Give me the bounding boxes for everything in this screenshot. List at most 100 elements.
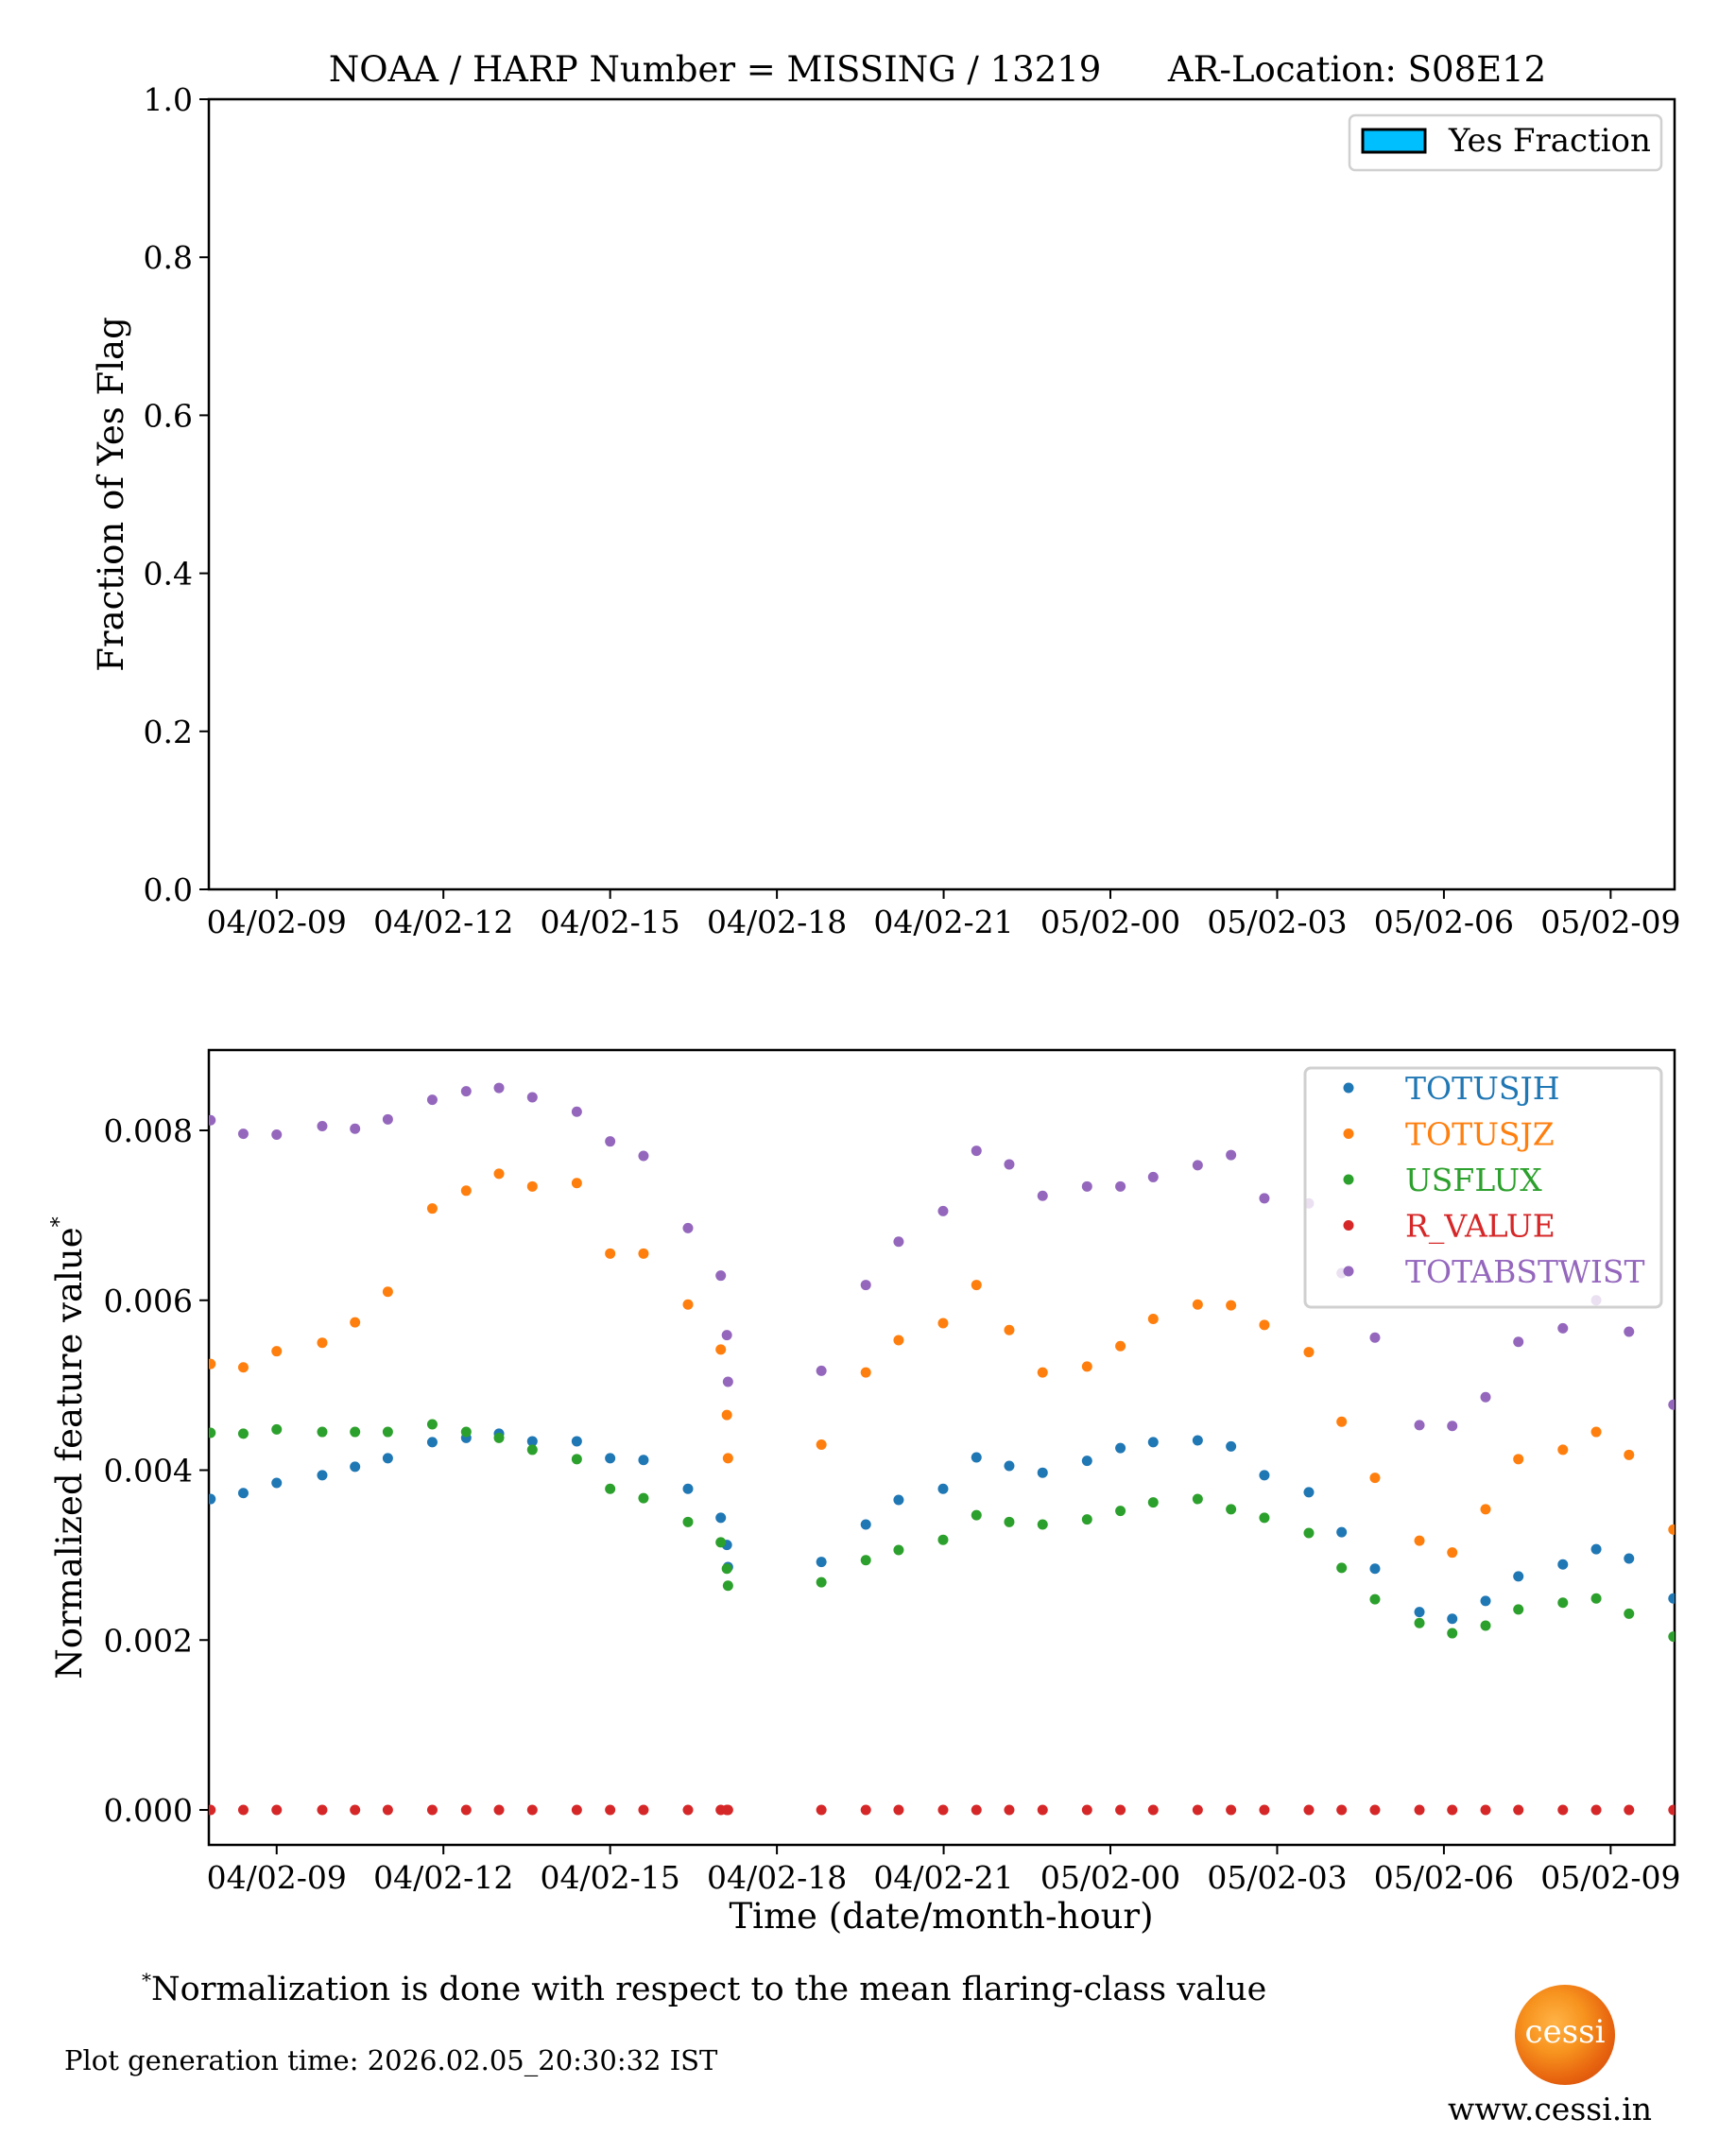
top-x-tick-label: 04/02-09 bbox=[207, 904, 347, 940]
bottom-x-tick-label: 05/02-06 bbox=[1374, 1859, 1514, 1896]
data-point bbox=[638, 1248, 649, 1259]
data-point bbox=[1192, 1160, 1203, 1171]
data-point bbox=[426, 1419, 438, 1430]
top-x-tick-label: 05/02-06 bbox=[1374, 904, 1514, 940]
data-point bbox=[816, 1804, 827, 1816]
data-point bbox=[1303, 1804, 1315, 1816]
data-point bbox=[426, 1094, 438, 1106]
data-point bbox=[722, 1804, 733, 1816]
data-point bbox=[937, 1318, 949, 1329]
data-point bbox=[1480, 1620, 1491, 1631]
data-point bbox=[526, 1436, 538, 1447]
data-point bbox=[1336, 1804, 1348, 1816]
bottom-x-tick-label: 04/02-18 bbox=[707, 1859, 847, 1896]
legend-marker bbox=[1343, 1174, 1354, 1185]
data-point bbox=[893, 1804, 904, 1816]
data-point bbox=[1414, 1535, 1425, 1546]
data-point bbox=[271, 1477, 283, 1489]
data-point bbox=[571, 1106, 582, 1117]
data-point bbox=[722, 1580, 733, 1592]
data-point bbox=[1259, 1193, 1270, 1204]
data-point bbox=[1668, 1399, 1675, 1410]
data-point bbox=[426, 1437, 438, 1448]
data-point bbox=[1226, 1504, 1237, 1515]
data-point bbox=[971, 1146, 982, 1157]
legend-marker bbox=[1343, 1128, 1354, 1139]
series-totusjz bbox=[209, 1168, 1675, 1559]
data-point bbox=[605, 1453, 616, 1464]
data-point bbox=[1336, 1416, 1348, 1427]
data-point bbox=[1590, 1804, 1602, 1816]
top-y-tick-label: 0.4 bbox=[144, 556, 193, 593]
data-point bbox=[1590, 1593, 1602, 1604]
legend-label: TOTABSTWIST bbox=[1405, 1253, 1645, 1290]
data-point bbox=[1004, 1460, 1015, 1472]
data-point bbox=[721, 1563, 732, 1575]
data-point bbox=[1557, 1444, 1569, 1456]
data-point bbox=[1259, 1804, 1270, 1816]
data-point bbox=[493, 1804, 505, 1816]
legend-label-yes-fraction: Yes Fraction bbox=[1448, 122, 1651, 160]
data-point bbox=[1259, 1512, 1270, 1524]
data-point bbox=[1557, 1559, 1569, 1570]
data-point bbox=[1480, 1391, 1491, 1403]
bottom-x-axis-label: Time (date/month-hour) bbox=[729, 1896, 1153, 1937]
data-point bbox=[526, 1092, 538, 1103]
chart-title: NOAA / HARP Number = MISSING / 13219 AR-… bbox=[329, 49, 1546, 90]
data-point bbox=[1624, 1804, 1635, 1816]
data-point bbox=[460, 1086, 472, 1097]
data-point bbox=[1037, 1519, 1048, 1530]
data-point bbox=[1147, 1314, 1159, 1325]
data-point bbox=[317, 1470, 328, 1481]
top-x-tick-label: 04/02-15 bbox=[541, 904, 680, 940]
data-point bbox=[493, 1432, 505, 1443]
data-point bbox=[1037, 1804, 1048, 1816]
data-point bbox=[350, 1461, 361, 1473]
data-point bbox=[971, 1280, 982, 1291]
top-x-tick-label: 05/02-00 bbox=[1040, 904, 1180, 940]
data-point bbox=[1303, 1487, 1315, 1498]
data-point bbox=[1624, 1608, 1635, 1619]
data-point bbox=[1004, 1324, 1015, 1335]
data-point bbox=[605, 1804, 616, 1816]
data-point bbox=[605, 1483, 616, 1494]
data-point bbox=[1004, 1804, 1015, 1816]
plot-generation-time: Plot generation time: 2026.02.05_20:30:3… bbox=[64, 2044, 718, 2076]
data-point bbox=[1226, 1149, 1237, 1161]
data-point bbox=[1037, 1367, 1048, 1378]
cessi-logo: cessi bbox=[1515, 1985, 1615, 2085]
data-point bbox=[605, 1136, 616, 1147]
top-x-tick-label: 04/02-12 bbox=[373, 904, 513, 940]
data-point bbox=[937, 1483, 949, 1494]
data-point bbox=[638, 1455, 649, 1466]
data-point bbox=[237, 1488, 249, 1499]
bottom-x-tick-label: 04/02-15 bbox=[541, 1859, 680, 1896]
data-point bbox=[317, 1426, 328, 1438]
data-point bbox=[1115, 1340, 1126, 1352]
data-point bbox=[1414, 1607, 1425, 1618]
data-point bbox=[1115, 1442, 1126, 1454]
data-point bbox=[1557, 1322, 1569, 1334]
top-y-ticks: 0.0 0.2 0.4 0.6 0.8 1.0 bbox=[144, 81, 209, 908]
data-point bbox=[638, 1804, 649, 1816]
data-point bbox=[271, 1346, 283, 1357]
data-point bbox=[1369, 1332, 1381, 1343]
data-point bbox=[493, 1082, 505, 1094]
top-x-ticks: 04/02-09 04/02-12 04/02-15 04/02-18 04/02-21… bbox=[207, 889, 1680, 940]
legend-marker bbox=[1343, 1266, 1354, 1277]
top-x-tick-label: 04/02-18 bbox=[707, 904, 847, 940]
bottom-x-tick-label: 04/02-21 bbox=[873, 1859, 1013, 1896]
footnote-marker: * bbox=[142, 1969, 151, 1991]
top-panel: 0.00.20.40.60.81.0 04/02-09 04/02-12 04/02… bbox=[91, 81, 1680, 940]
data-point bbox=[1147, 1437, 1159, 1448]
data-point bbox=[1004, 1516, 1015, 1527]
data-point bbox=[715, 1344, 727, 1355]
data-point bbox=[426, 1804, 438, 1816]
data-point bbox=[722, 1453, 733, 1464]
bottom-y-tick-label: 0.004 bbox=[104, 1453, 193, 1490]
data-point bbox=[237, 1428, 249, 1439]
data-point bbox=[1414, 1420, 1425, 1431]
top-y-tick-label: 0.6 bbox=[144, 397, 193, 434]
bottom-x-ticks: 04/02-09 04/02-12 04/02-15 04/02-18 04/02-21… bbox=[207, 1845, 1680, 1896]
data-point bbox=[1037, 1467, 1048, 1478]
